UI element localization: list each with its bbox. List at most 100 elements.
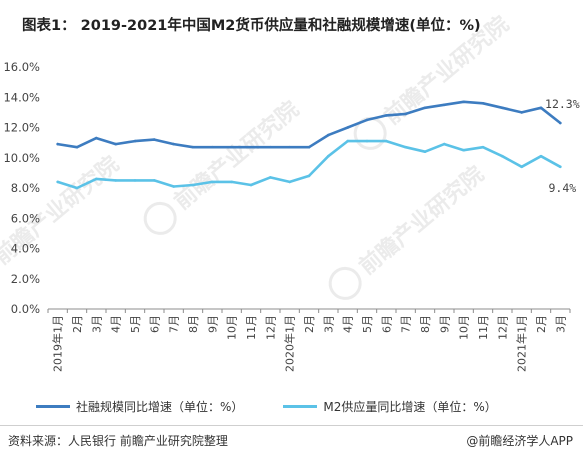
data-point (404, 145, 408, 149)
x-tick-label: 3月 (554, 315, 567, 333)
y-tick-label: 12.0% (3, 121, 40, 135)
data-point (249, 145, 253, 149)
y-tick-label: 10.0% (3, 151, 40, 165)
data-point (269, 145, 272, 149)
x-tick-label: 6月 (148, 315, 161, 333)
data-point (520, 111, 523, 114)
x-tick-label: 3月 (90, 315, 103, 333)
x-tick-label: 4月 (110, 315, 123, 333)
data-point (501, 154, 504, 158)
legend-item-m2: M2供应量同比增速（单位：%） (283, 398, 497, 415)
y-tick-label: 2.0% (11, 272, 40, 286)
legend-label-social-financing: 社融规模同比增速（单位：%） (76, 400, 244, 414)
label-layer: 12.3% 9.4% (545, 97, 580, 195)
end-value-label: 12.3% (545, 97, 580, 111)
series-layer (56, 100, 562, 190)
data-point (75, 145, 79, 149)
x-tick-label: 8月 (187, 315, 200, 333)
data-point (153, 138, 156, 141)
line-chart: 前瞻产业研究院 前瞻产业研究院 前瞻产业研究院 前瞻产业研究院 0.0% 2.0%… (0, 11, 580, 372)
data-point (443, 103, 446, 107)
x-tick-label: 7月 (400, 315, 413, 333)
data-point (443, 142, 446, 146)
data-point (462, 148, 466, 152)
data-point (191, 183, 195, 187)
chart-title: 图表1： 2019-2021年中国M2货币供应量和社融规模增速(单位：%) (22, 18, 481, 34)
data-point (95, 177, 98, 181)
data-point (269, 176, 272, 179)
x-tick-label: 2019年1月 (51, 315, 65, 372)
footer-divider (0, 425, 583, 426)
x-tick-label: 3月 (322, 315, 335, 333)
data-point (230, 180, 233, 184)
data-point (307, 145, 311, 149)
x-tick-label: 10月 (458, 315, 471, 340)
data-point (423, 150, 427, 153)
data-point (249, 183, 253, 187)
x-tick-label: 2月 (303, 315, 316, 333)
data-point (114, 142, 117, 146)
y-tick-label: 8.0% (11, 181, 40, 195)
legend-item-social-financing: 社融规模同比增速（单位：%） (36, 398, 243, 415)
x-tick-label: 6月 (380, 315, 393, 333)
data-point (559, 121, 562, 125)
watermark-text-1: 前瞻产业研究院 (169, 96, 304, 215)
x-tick-label: 7月 (168, 315, 181, 333)
data-point (172, 142, 175, 146)
watermark-text-3: 前瞻产业研究院 (354, 161, 489, 280)
x-tick-label: 5月 (361, 315, 374, 333)
legend: 社融规模同比增速（单位：%） M2供应量同比增速（单位：%） (36, 398, 537, 415)
series-line-0 (56, 100, 562, 149)
data-point (346, 139, 350, 143)
x-tick-label: 2020年1月 (283, 315, 297, 372)
x-tick-label: 9月 (206, 315, 219, 333)
x-tick-label: 2月 (535, 315, 548, 333)
x-tick-label: 12月 (264, 315, 277, 340)
x-tick-label: 2021年1月 (515, 315, 529, 372)
data-point (56, 142, 59, 146)
data-point (365, 139, 369, 143)
data-point (539, 106, 543, 110)
data-point (481, 145, 485, 149)
x-tick-label: 11月 (245, 315, 258, 340)
data-point (520, 165, 523, 169)
data-point (462, 100, 466, 104)
data-point (191, 145, 195, 149)
y-tick-label: 4.0% (11, 242, 40, 256)
data-point (288, 145, 292, 149)
data-point (211, 145, 214, 149)
data-point (481, 102, 485, 105)
legend-swatch-social-financing (36, 405, 70, 408)
y-tick-label: 6.0% (11, 211, 40, 225)
data-point (230, 145, 233, 149)
data-point (114, 179, 117, 182)
x-tick-label: 11月 (477, 315, 490, 340)
data-point (211, 180, 214, 184)
x-tick-label: 4月 (342, 315, 355, 333)
data-point (365, 118, 369, 122)
data-point (172, 185, 175, 188)
watermark-text-2: 前瞻产业研究院 (379, 11, 514, 130)
x-tick-label: 5月 (129, 315, 142, 333)
axis-layer: 0.0% 2.0% 4.0% 6.0% 8.0% 10.0% 12.0% 14.0% 16.0%… (3, 60, 571, 372)
source-note: 资料来源：人民银行 前瞻产业研究院整理 (8, 434, 228, 448)
data-point (288, 180, 292, 184)
data-point (95, 136, 98, 140)
data-point (327, 133, 330, 137)
data-point (133, 179, 137, 182)
x-tick-label: 9月 (438, 315, 451, 333)
data-point (385, 114, 388, 117)
y-tick-label: 14.0% (3, 90, 40, 104)
x-tick-label: 8月 (419, 315, 432, 333)
credit-note: @前瞻经济学人APP (466, 434, 573, 448)
data-point (423, 106, 427, 110)
data-point (346, 126, 350, 129)
data-point (385, 139, 388, 143)
y-tick-label: 16.0% (3, 60, 40, 74)
data-point (133, 139, 137, 143)
data-point (539, 154, 543, 158)
data-point (307, 174, 311, 178)
data-point (153, 179, 156, 182)
x-tick-label: 2月 (71, 315, 84, 333)
x-tick-label: 10月 (226, 315, 239, 340)
